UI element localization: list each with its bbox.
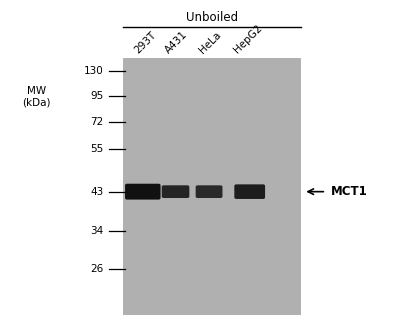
Text: Unboiled: Unboiled	[186, 11, 238, 24]
Text: 95: 95	[90, 91, 103, 101]
FancyBboxPatch shape	[196, 185, 222, 198]
Text: 130: 130	[84, 66, 103, 76]
Text: MW
(kDa): MW (kDa)	[22, 86, 50, 107]
Text: HeLa: HeLa	[197, 29, 222, 55]
Text: A431: A431	[163, 29, 190, 55]
FancyBboxPatch shape	[162, 185, 189, 198]
Text: 55: 55	[90, 144, 103, 154]
Text: 72: 72	[90, 117, 103, 127]
Bar	[123, 58, 300, 316]
FancyBboxPatch shape	[125, 184, 160, 200]
Text: 34: 34	[90, 226, 103, 236]
Text: 293T: 293T	[133, 30, 158, 55]
Text: MCT1: MCT1	[331, 185, 368, 198]
FancyBboxPatch shape	[234, 184, 265, 199]
Text: HepG2: HepG2	[232, 23, 264, 55]
Text: 26: 26	[90, 265, 103, 275]
Text: 43: 43	[90, 187, 103, 197]
